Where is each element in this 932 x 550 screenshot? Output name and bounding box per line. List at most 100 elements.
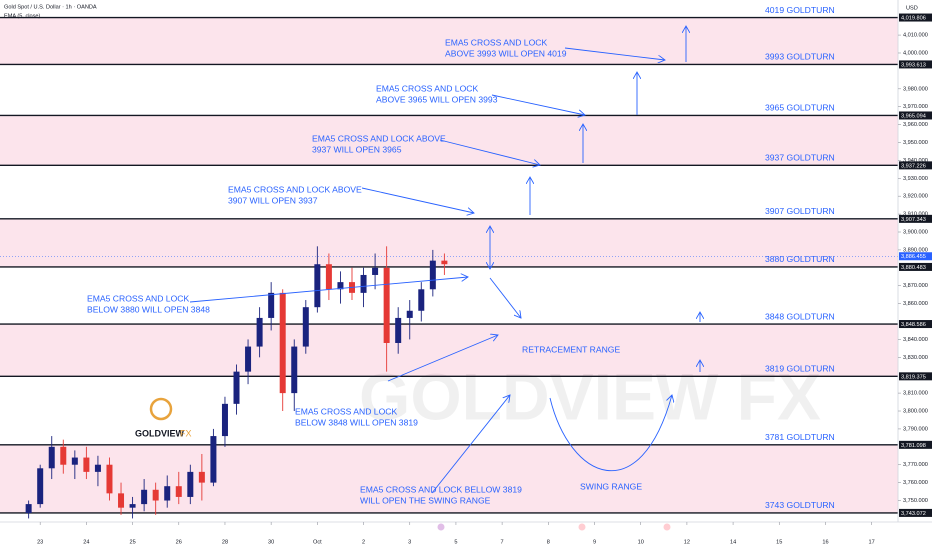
annotation: EMA5 CROSS AND LOCK: [295, 406, 397, 416]
x-tick-label: 16: [822, 539, 828, 545]
y-tick-label: 3,890.000: [903, 247, 928, 253]
bands: [0, 17, 898, 513]
event-icon: [437, 523, 445, 531]
candle-body: [291, 346, 298, 394]
y-tick-label: 3,900.000: [903, 229, 928, 235]
y-tick-label: 4,010.000: [903, 33, 928, 39]
candle-body: [325, 264, 332, 290]
level-label: 3907 GOLDTURN: [765, 206, 835, 216]
candle-body: [210, 436, 217, 483]
level-price: 3,937.226: [901, 163, 926, 169]
arrow: [549, 395, 672, 472]
annotation: EMA5 CROSS AND LOCK: [376, 83, 478, 93]
candle-body: [360, 274, 367, 293]
price-box: [899, 320, 932, 329]
price-box: [899, 262, 932, 271]
y-tick-label: 3,910.000: [903, 212, 928, 218]
x-tick-label: 7: [501, 539, 504, 545]
level-price: 3,819.375: [901, 374, 926, 380]
candle-body: [25, 504, 32, 514]
level-label: 3848 GOLDTURN: [765, 311, 835, 321]
band: [0, 17, 898, 65]
candle-body: [71, 457, 78, 465]
x-tick-label: 30: [268, 539, 274, 545]
price-box: [899, 214, 932, 223]
level-label: 3819 GOLDTURN: [765, 364, 835, 374]
candle-body: [302, 307, 309, 347]
candle-body: [152, 489, 159, 501]
price-box: [899, 372, 932, 381]
y-tick-label: 3,790.000: [903, 426, 928, 432]
level-label: 3993 GOLDTURN: [765, 52, 835, 62]
arrows: [189, 26, 700, 494]
y-tick-label: 3,800.000: [903, 408, 928, 414]
candle-body: [406, 310, 413, 318]
candle-body: [268, 292, 275, 318]
logo: GOLDVIEW FX: [135, 397, 192, 438]
y-tick-label: 3,940.000: [903, 158, 928, 164]
level-price: 3,781.098: [901, 443, 926, 449]
candle-body: [279, 292, 286, 394]
annotation: BELOW 3880 WILL OPEN 3848: [87, 304, 210, 314]
candle-body: [106, 464, 113, 494]
event-icons: [437, 523, 671, 531]
candle-body: [372, 267, 379, 275]
annotation: EMA5 CROSS AND LOCK ABOVE: [228, 184, 362, 194]
candle-body: [221, 403, 228, 437]
level-price: 3,848.586: [901, 322, 926, 328]
candle-body: [60, 446, 67, 465]
annotation: 3937 WILL OPEN 3965: [312, 144, 402, 154]
annotation: EMA5 CROSS AND LOCK BELLOW 3819: [360, 484, 522, 494]
band: [0, 218, 898, 267]
candle-body: [187, 471, 194, 497]
candle-body: [141, 489, 148, 505]
annotation: EMA5 CROSS AND LOCK: [87, 293, 189, 303]
y-tick-label: 3,750.000: [903, 498, 928, 504]
level-price: 3,880.483: [901, 265, 926, 271]
x-tick-label: 28: [222, 539, 228, 545]
candle-body: [383, 267, 390, 343]
price-box: [899, 161, 932, 170]
arrow: [491, 94, 585, 115]
candle-body: [441, 260, 448, 265]
x-tick-label: 2: [362, 539, 365, 545]
candle-body: [429, 260, 436, 290]
y-tick-label: 3,770.000: [903, 462, 928, 468]
y-tick-label: 3,920.000: [903, 194, 928, 200]
price-box: [899, 60, 932, 69]
x-tick-label: 14: [730, 539, 736, 545]
level-price: 3,907.343: [901, 217, 926, 223]
y-tick-label: 4,000.000: [903, 50, 928, 56]
indicator: EMA (5, close): [4, 13, 41, 19]
x-tick-label: 8: [547, 539, 550, 545]
level-label: 3965 GOLDTURN: [765, 103, 835, 113]
level-price: 4,019.806: [901, 16, 926, 22]
y-tick-label: 3,830.000: [903, 355, 928, 361]
x-tick-label: 24: [83, 539, 89, 545]
level-label: 3781 GOLDTURN: [765, 432, 835, 442]
y-tick-label: 3,970.000: [903, 104, 928, 110]
candle-body: [337, 282, 344, 290]
x-tick-label: 17: [869, 539, 875, 545]
level-label: 3880 GOLDTURN: [765, 254, 835, 264]
price-box: [899, 111, 932, 120]
candle-body: [245, 346, 252, 372]
y-tick-label: 3,980.000: [903, 86, 928, 92]
event-icon: [663, 523, 671, 531]
y-tick-label: 3,960.000: [903, 122, 928, 128]
candle-body: [129, 504, 136, 508]
y-tick-label: 3,950.000: [903, 140, 928, 146]
level-price: 3,965.094: [901, 113, 926, 119]
band: [0, 444, 898, 513]
price-box: [899, 508, 932, 517]
price-box: [899, 13, 932, 22]
candle-body: [314, 264, 321, 308]
y-tick-label: 3,840.000: [903, 337, 928, 343]
annotation: 3907 WILL OPEN 3937: [228, 195, 318, 205]
y-tick-label: 3,870.000: [903, 283, 928, 289]
level-price: 3,993.613: [901, 62, 926, 68]
annotation: EMA5 CROSS AND LOCK ABOVE: [312, 133, 446, 143]
candle-body: [198, 471, 205, 483]
